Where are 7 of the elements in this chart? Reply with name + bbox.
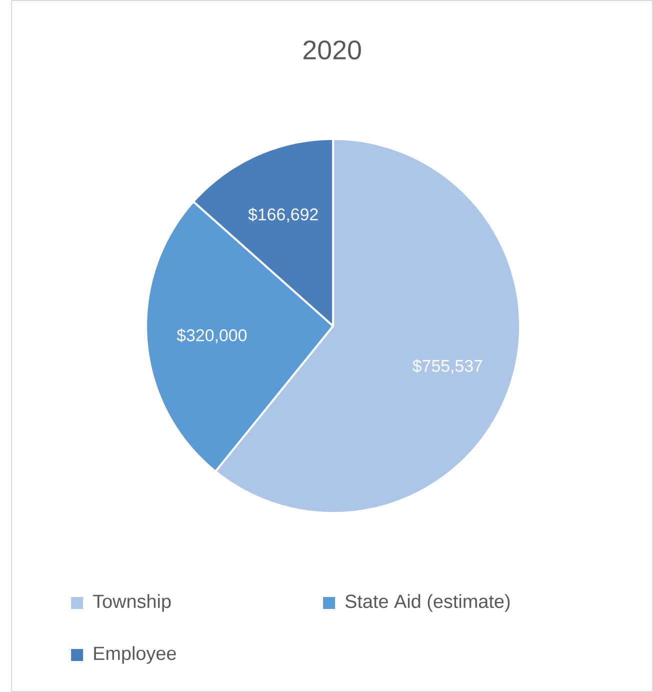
- legend-label: State Aid (estimate): [345, 594, 510, 612]
- chart-title: 2020: [303, 40, 361, 60]
- data-label: $320,000: [176, 328, 247, 344]
- legend-label: Employee: [94, 646, 176, 664]
- data-label: $755,537: [412, 359, 482, 374]
- legend-label: Township: [92, 594, 171, 612]
- data-label: $166,692: [248, 208, 318, 222]
